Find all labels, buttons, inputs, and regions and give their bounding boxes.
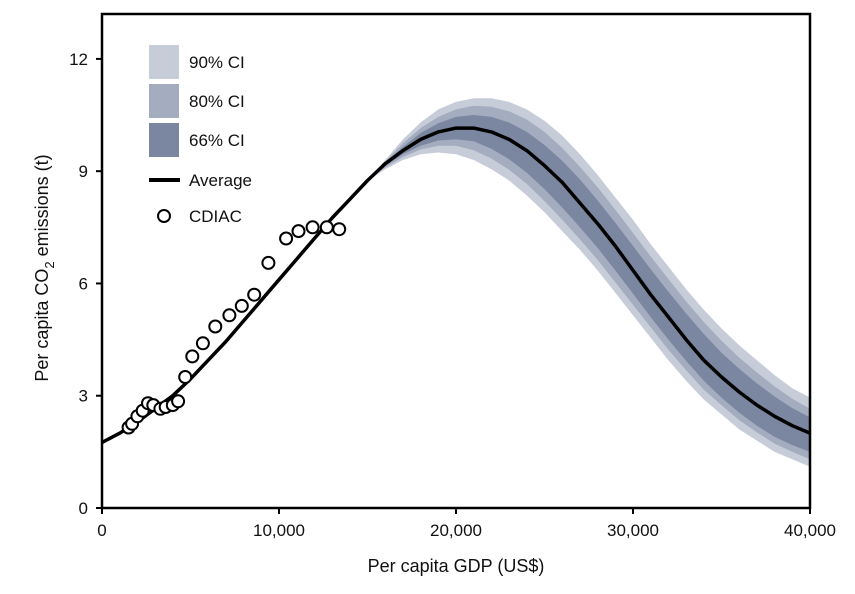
legend-marker <box>157 209 171 223</box>
average-line <box>102 126 810 445</box>
y-tick-label: 6 <box>79 274 88 293</box>
legend-swatch <box>149 45 179 79</box>
cdiac-point <box>234 298 249 313</box>
cdiac-points <box>121 220 347 435</box>
y-tick-label: 3 <box>79 387 88 406</box>
cdiac-point <box>185 349 200 364</box>
y-axis-title-main: Per capita CO <box>32 269 52 382</box>
average-curve-layer <box>102 126 810 445</box>
x-tick-label: 40,000 <box>784 521 836 540</box>
y-axis-title: Per capita CO2 emissions (t) <box>32 154 57 381</box>
x-tick-label: 10,000 <box>253 521 305 540</box>
y-tick-label: 9 <box>79 162 88 181</box>
band-3 <box>367 115 810 452</box>
y-tick-label: 0 <box>79 499 88 518</box>
confidence-bands <box>367 98 810 467</box>
cdiac-point <box>208 319 223 334</box>
cdiac-point <box>195 336 210 351</box>
cdiac-point <box>247 287 262 302</box>
cdiac-point <box>178 370 193 384</box>
legend-swatch <box>149 123 179 157</box>
cdiac-point <box>291 224 306 239</box>
legend-label: 66% CI <box>189 131 245 150</box>
x-tick-label: 20,000 <box>430 521 482 540</box>
y-axis-title-subscript: 2 <box>42 261 57 268</box>
cdiac-point <box>171 394 186 409</box>
cdiac-point <box>305 220 320 235</box>
cdiac-point <box>279 231 294 246</box>
x-tick-label: 30,000 <box>607 521 659 540</box>
cdiac-point <box>319 220 334 235</box>
y-axis-ticks: 0 3 6 9 12 <box>69 50 102 518</box>
legend: 90% CI 80% CI 66% CI Average CDIAC <box>149 45 252 226</box>
x-tick-label: 0 <box>97 521 106 540</box>
cdiac-point <box>261 255 276 270</box>
legend-label: CDIAC <box>189 207 242 226</box>
plot-frame <box>100 12 812 510</box>
x-axis-title: Per capita GDP (US$) <box>368 556 545 576</box>
legend-label: 80% CI <box>189 92 245 111</box>
y-axis-title-rest: emissions (t) <box>32 154 52 261</box>
x-axis-ticks: 0 10,000 20,000 30,000 40,000 <box>97 508 836 540</box>
legend-label: Average <box>189 171 252 190</box>
legend-swatch <box>149 84 179 118</box>
y-tick-label: 12 <box>69 50 88 69</box>
cdiac-point <box>222 308 237 323</box>
cdiac-point <box>332 222 347 237</box>
legend-label: 90% CI <box>189 53 245 72</box>
